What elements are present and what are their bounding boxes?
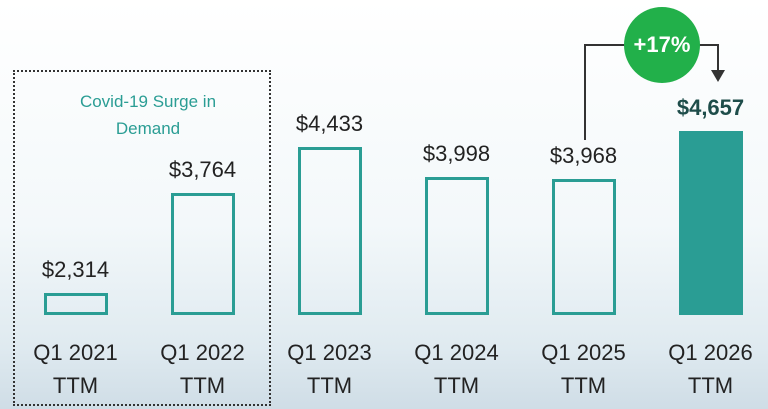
value-label: $2,314	[41, 257, 110, 283]
value-label: $4,657	[676, 95, 745, 121]
x-tick-label: Q1 2025 TTM	[541, 340, 626, 398]
x-tick-label: Q1 2026 TTM	[668, 340, 753, 398]
annotation: Covid-19 Surge in Demand	[79, 92, 217, 138]
bar	[678, 131, 743, 315]
x-tick-label: Q1 2024 TTM	[414, 340, 499, 398]
x-tick-label: Q1 2023 TTM	[287, 340, 372, 398]
x-tick-label: Q1 2021 TTM	[33, 340, 118, 398]
value-label: $4,433	[295, 110, 364, 136]
growth-badge: +17%	[624, 7, 700, 83]
x-tick-label: Q1 2022 TTM	[160, 340, 245, 398]
bar	[297, 146, 362, 315]
value-label: $3,968	[549, 142, 618, 168]
bar	[170, 193, 235, 315]
bar	[551, 178, 616, 315]
value-label: $3,998	[422, 140, 491, 166]
value-label: $3,764	[168, 157, 237, 183]
bar	[424, 176, 489, 315]
covid-box	[13, 70, 271, 406]
bar	[43, 293, 108, 315]
